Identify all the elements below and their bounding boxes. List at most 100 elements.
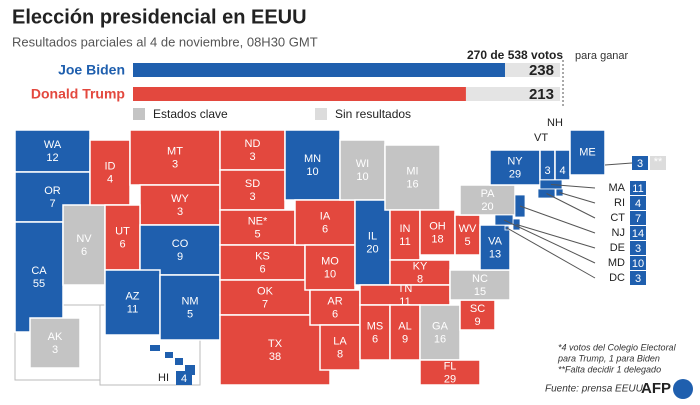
state-votes: 6 [259, 263, 265, 275]
state [219, 314, 331, 386]
subtitle: Resultados parciales al 4 de noviembre, … [12, 34, 318, 49]
state-code: WA [44, 139, 62, 151]
callout-box [176, 371, 192, 385]
state [319, 324, 361, 371]
island [150, 345, 160, 351]
state-code: KS [255, 250, 270, 262]
legend-label: Sin resultados [335, 107, 411, 121]
state-votes: 3 [637, 158, 643, 170]
state-code: NC [472, 273, 488, 285]
leader [550, 184, 596, 189]
state-code: FL [444, 360, 457, 372]
state-votes: 7 [635, 213, 641, 225]
candidate-name: Joe Biden [58, 62, 125, 78]
state-code: AK [48, 331, 63, 343]
state-votes: 10 [306, 166, 318, 178]
callout-box [630, 256, 646, 270]
note: para Trump, 1 para Biden [557, 353, 660, 363]
state-votes: 9 [402, 333, 408, 345]
state-votes: 9 [177, 251, 183, 263]
state-votes: 18 [431, 233, 443, 245]
state-votes: 8 [417, 273, 423, 285]
note: *4 votos del Colegio Electoral [558, 342, 677, 352]
title: Elección presidencial en EEUU [12, 6, 307, 28]
state-code: MS [367, 320, 384, 332]
state-votes: 20 [366, 243, 378, 255]
callout-box [630, 211, 646, 225]
threshold-suffix: para ganar [575, 50, 629, 62]
state-votes: 11 [127, 303, 138, 315]
state-code: WV [459, 223, 477, 235]
island [175, 358, 183, 365]
state-votes: 5 [187, 308, 193, 320]
state-votes: 38 [269, 351, 281, 363]
state-votes: 6 [81, 246, 87, 258]
state-code: TX [268, 338, 283, 350]
state-votes: 11 [632, 183, 643, 195]
state-votes: 10 [324, 268, 336, 280]
state-code: WI [356, 158, 369, 170]
state [459, 299, 496, 331]
state-votes: 3 [249, 191, 255, 203]
state [419, 359, 481, 386]
state-votes: 3 [52, 344, 58, 356]
state-code: AR [327, 295, 342, 307]
state [219, 209, 296, 246]
state [459, 184, 516, 216]
state-votes: 5 [464, 236, 470, 248]
state-votes: 29 [444, 373, 456, 385]
leader [506, 227, 596, 279]
state-code: TN [398, 283, 413, 295]
state [569, 129, 606, 176]
legend-label: Estados clave [153, 107, 228, 121]
state-code: OK [257, 285, 274, 297]
state-note: ** [654, 156, 663, 168]
island [165, 352, 173, 358]
state-code: ID [105, 160, 116, 172]
state-votes: 11 [399, 296, 410, 308]
leader [516, 224, 596, 249]
state [29, 317, 81, 369]
state-code: MD [608, 257, 625, 269]
callout-box [630, 181, 646, 195]
state-code: NH [547, 117, 563, 129]
state-votes: 10 [356, 171, 368, 183]
state-code: OH [429, 220, 446, 232]
state-code: UT [115, 225, 130, 237]
callout-box [630, 271, 646, 285]
state [89, 139, 131, 206]
vote-bar [133, 87, 466, 101]
state-votes: 9 [474, 316, 480, 328]
state-code: HI [158, 372, 169, 384]
state-votes: 6 [332, 308, 338, 320]
state-code: LA [333, 335, 347, 347]
state-votes: 14 [632, 228, 644, 240]
logo: AFP [641, 380, 671, 397]
state-votes: 20 [481, 201, 493, 213]
state-votes: 7 [49, 198, 55, 210]
state-votes: 6 [322, 223, 328, 235]
state-code: MO [321, 255, 339, 267]
state-code: CO [172, 238, 189, 250]
state-votes: 3 [249, 151, 255, 163]
state-votes: 6 [119, 238, 125, 250]
state-code: ND [245, 138, 261, 150]
state-votes: 11 [399, 236, 410, 248]
state-code: NV [76, 233, 92, 245]
vote-label: 213 [529, 86, 554, 103]
state-votes: 16 [406, 178, 418, 190]
note: **Falta decidir 1 delegado [558, 364, 661, 374]
state-code: IL [368, 230, 377, 242]
state-code: AZ [125, 290, 139, 302]
legend-swatch [133, 108, 145, 120]
state-votes: 4 [559, 165, 565, 177]
state-votes: 4 [635, 198, 641, 210]
candidate-name: Donald Trump [31, 86, 125, 102]
state-code: DC [609, 272, 625, 284]
state-votes: 15 [474, 286, 486, 298]
state-code: VT [534, 132, 548, 144]
state [389, 304, 421, 361]
state-votes: 7 [262, 298, 268, 310]
state-code: OR [44, 185, 61, 197]
leader [503, 219, 596, 264]
